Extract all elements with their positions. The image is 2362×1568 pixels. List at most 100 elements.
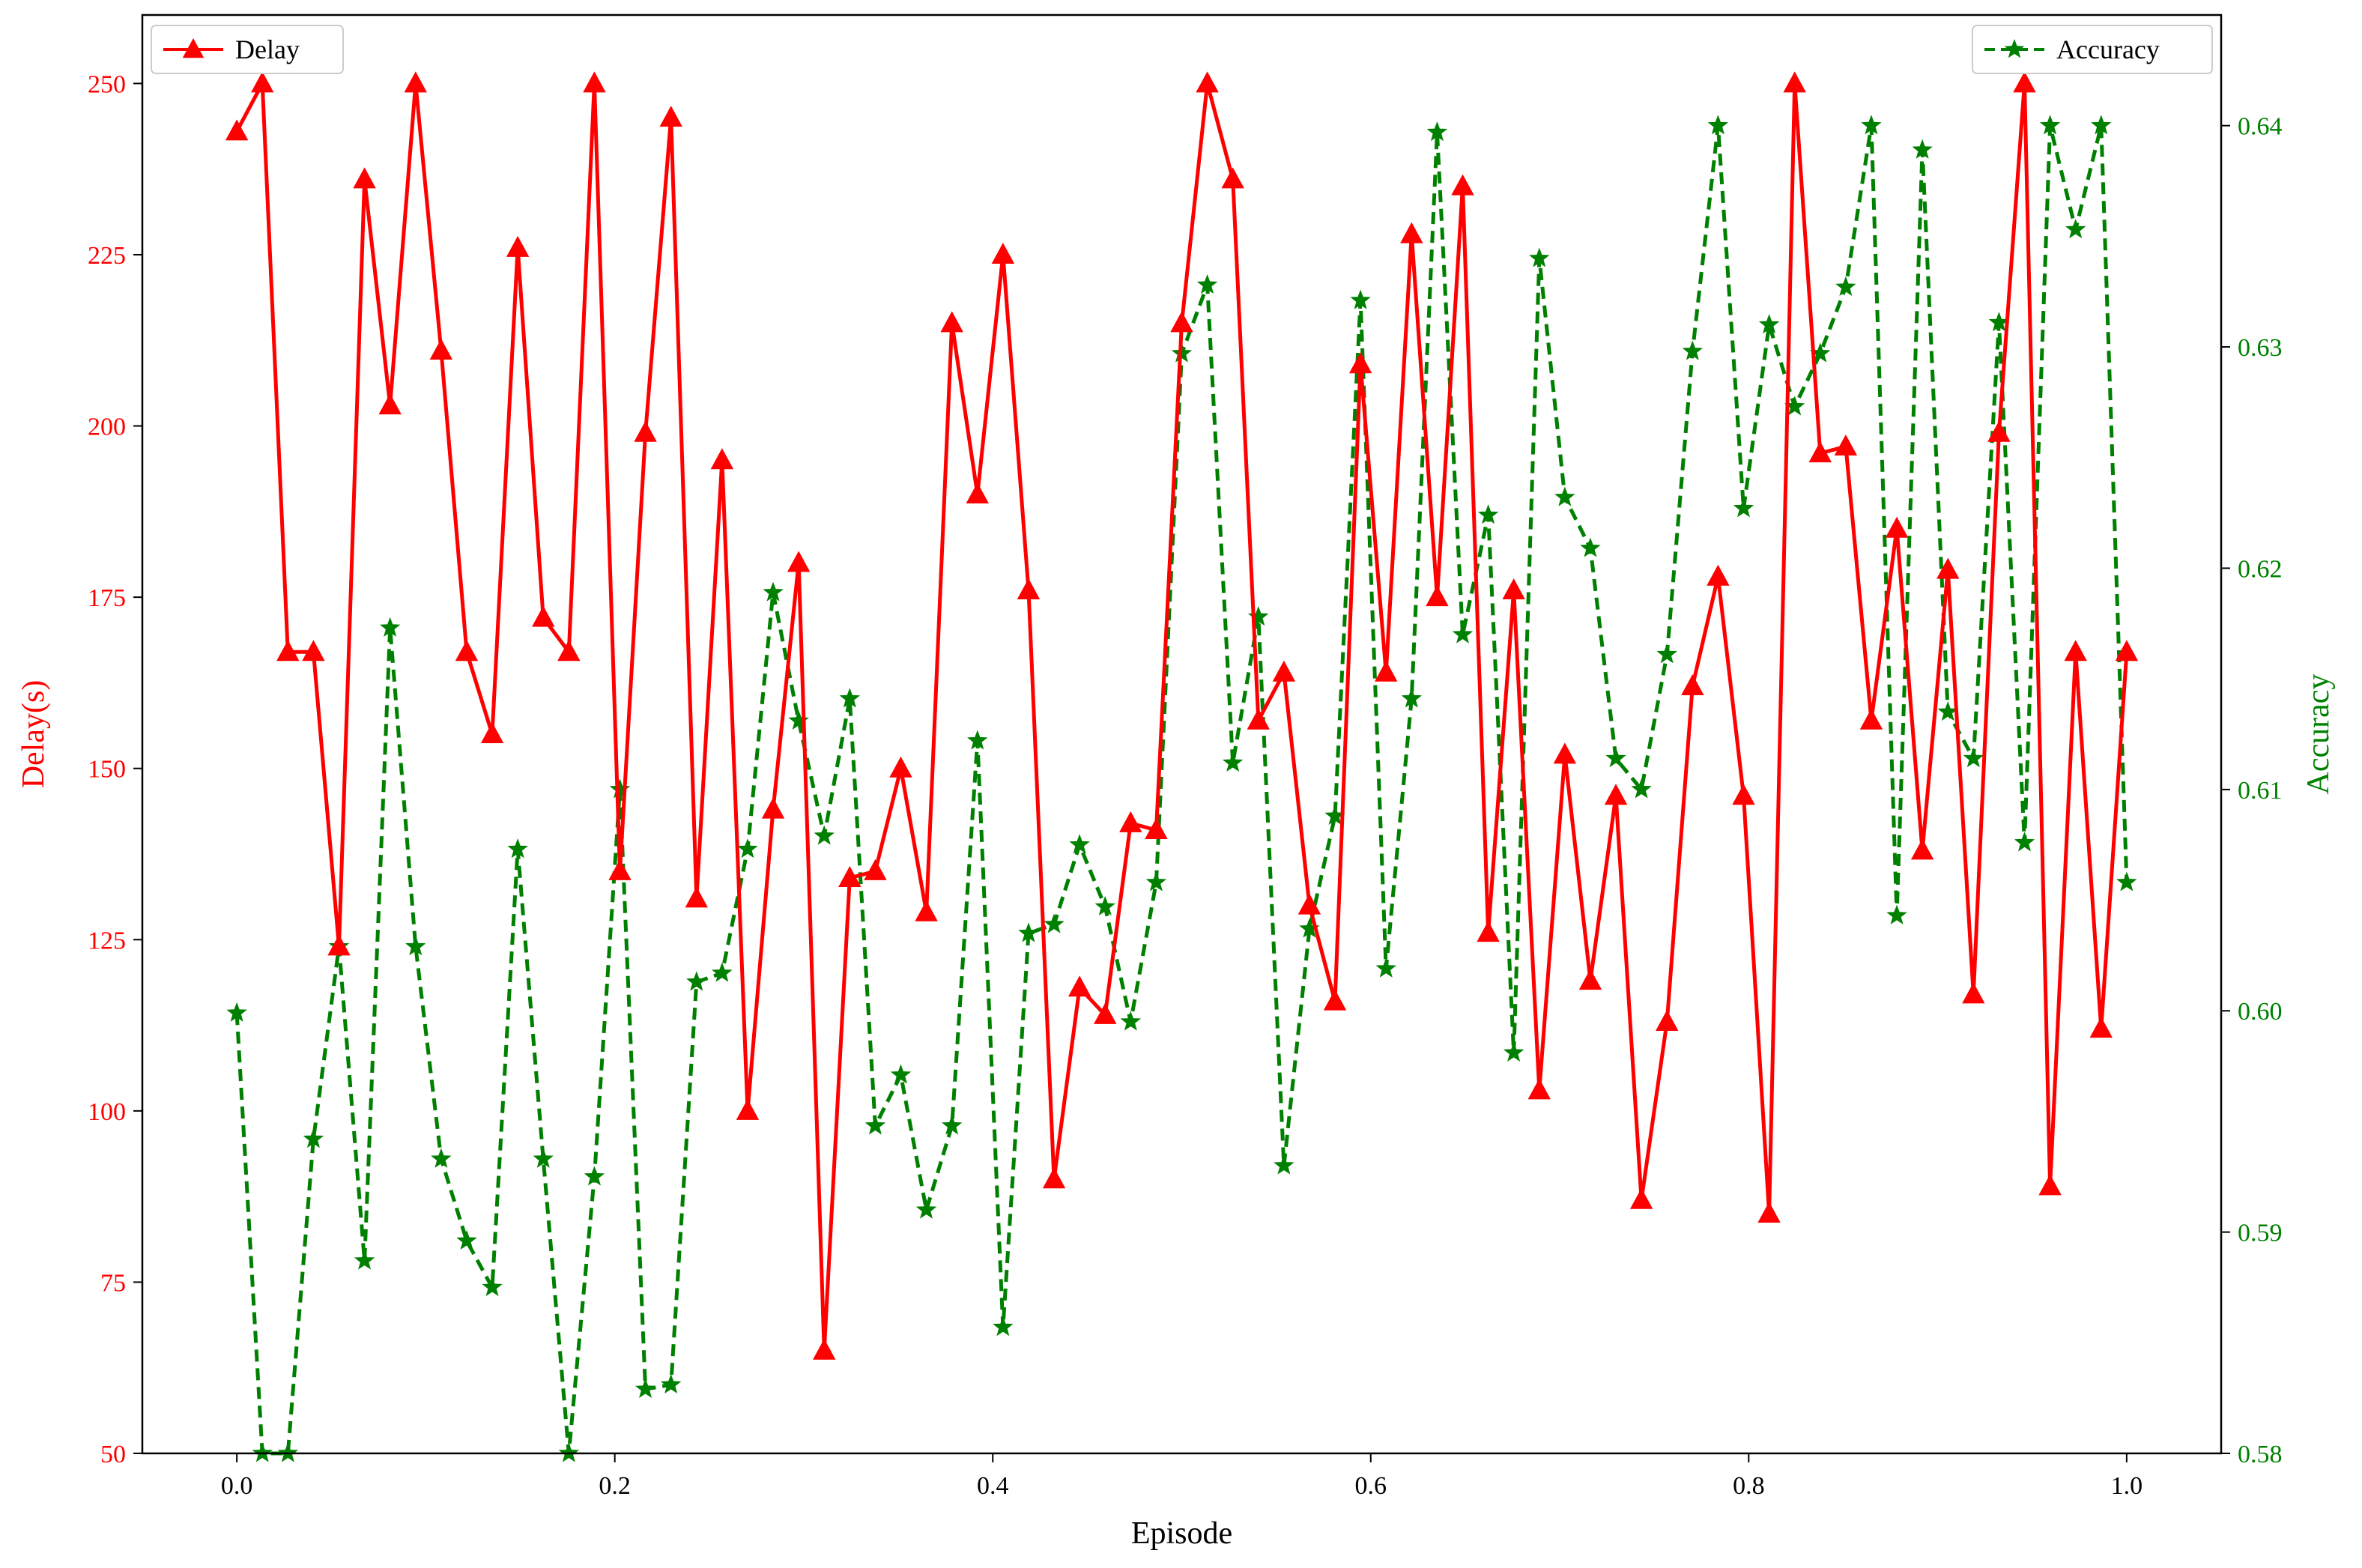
accuracy-point [405,936,426,956]
delay-point [1681,674,1704,695]
delay-point [1221,167,1244,189]
delay-point [1323,989,1347,1011]
accuracy-point [533,1148,554,1168]
accuracy-point [1529,247,1550,267]
x-tick-label: 0.6 [1355,1472,1387,1500]
accuracy-point [1963,748,1984,768]
delay-point [1196,71,1219,93]
delay-point [302,640,325,662]
accuracy-point [890,1064,912,1084]
accuracy-point [2065,219,2086,239]
delay-point [1553,742,1577,764]
legend-delay-label: Delay [235,34,300,64]
delay-point [685,886,708,908]
x-tick-label: 1.0 [2111,1472,2143,1500]
right-y-tick-label: 0.60 [2238,998,2283,1026]
accuracy-point [2014,832,2035,852]
delay-point [455,640,479,662]
x-tick-label: 0.0 [221,1472,253,1500]
accuracy-point [915,1199,937,1219]
accuracy-point [1707,115,1729,135]
delay-point [787,551,811,572]
delay-point [1375,660,1398,682]
accuracy-point [1426,121,1448,142]
delay-point [532,605,555,627]
accuracy-point [1758,314,1780,334]
accuracy-point [456,1229,477,1250]
delay-point [608,859,632,880]
accuracy-point [2091,115,2112,135]
accuracy-point [686,971,707,991]
accuracy-point [1375,957,1396,978]
delay-point [1629,1187,1653,1209]
accuracy-point [635,1378,656,1399]
left-y-tick-label: 250 [88,70,126,98]
delay-point [2089,1017,2113,1038]
accuracy-point [1094,895,1115,916]
right-y-tick-label: 0.61 [2238,777,2283,805]
delay-point [991,243,1015,264]
legend-delay-box [151,25,344,74]
accuracy-point [1044,913,1065,933]
accuracy-point [1069,834,1090,854]
delay-point [1145,818,1168,839]
delay-point [1068,975,1091,997]
delay-point [1834,435,1858,455]
delay-point [1400,222,1423,243]
accuracy-point [584,1166,605,1186]
accuracy-point [1477,504,1499,524]
delay-point [634,420,657,442]
accuracy-point [712,962,733,982]
delay-point [480,722,504,743]
delay-point [761,797,785,819]
accuracy-point [993,1316,1014,1337]
delay-point [1272,660,1296,682]
delay-point [1477,921,1500,942]
accuracy-point [1631,778,1652,799]
delay-point [1451,174,1474,196]
right-y-tick-label: 0.63 [2238,334,2283,362]
right-y-tick-label: 0.64 [2238,113,2283,141]
delay-point [1042,1167,1066,1189]
delay-point [1987,420,2011,442]
delay-point [327,934,351,956]
legend-accuracy-label: Accuracy [2056,34,2160,64]
left-y-tick-label: 100 [88,1098,126,1126]
delay-point [1936,557,1960,579]
delay-point [710,448,734,470]
delay-point [1017,578,1041,599]
delay-point [1170,311,1193,333]
delay-point [251,71,274,93]
delay-point [1502,578,1525,599]
delay-point [557,640,581,662]
accuracy-point [1222,751,1244,772]
accuracy-point [226,1002,247,1022]
delay-point [864,859,887,880]
accuracy-point [1835,276,1856,296]
accuracy-point [354,1250,375,1270]
accuracy-point [1120,1011,1142,1031]
delay-point [1962,982,1985,1004]
accuracy-point [967,730,988,750]
accuracy-point [1554,486,1575,506]
accuracy-point [1248,605,1269,626]
delay-point [1783,71,1806,93]
right-y-tick-label: 0.58 [2238,1441,2283,1468]
accuracy-point [788,709,809,730]
delay-point [404,71,427,93]
delay-point [1859,708,1883,730]
accuracy-point [660,1373,682,1394]
x-tick-label: 0.4 [977,1472,1009,1500]
series-layer [225,71,2139,1462]
delay-point [506,235,530,257]
legend-delay-marker [182,38,205,58]
accuracy-point [1912,139,1933,159]
accuracy-point [1350,289,1371,309]
accuracy-point [839,688,861,708]
delay-point [1426,585,1449,607]
delay-point [2064,640,2087,662]
accuracy-point [737,838,758,859]
accuracy-point [1452,623,1474,644]
delay-point [736,1098,760,1120]
